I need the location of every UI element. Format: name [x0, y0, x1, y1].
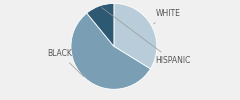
- Wedge shape: [71, 13, 150, 89]
- Wedge shape: [87, 3, 114, 46]
- Wedge shape: [114, 3, 157, 69]
- Text: WHITE: WHITE: [154, 9, 180, 24]
- Text: BLACK: BLACK: [48, 49, 84, 77]
- Text: HISPANIC: HISPANIC: [102, 8, 191, 66]
